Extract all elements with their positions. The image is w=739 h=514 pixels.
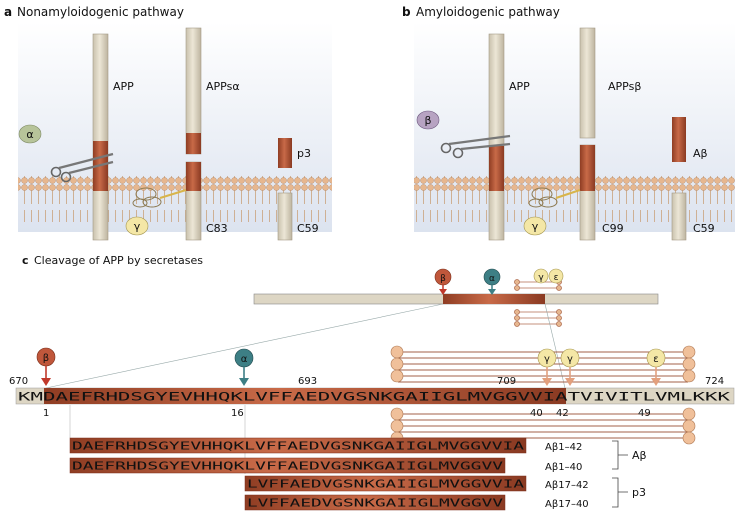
c59-fragment-b <box>671 192 687 241</box>
residue-1: 1 <box>43 408 49 419</box>
top-gamma-symbol: γ <box>538 273 544 283</box>
gamma-secretase-complex-icon <box>132 187 187 208</box>
c59-label-a: C59 <box>297 222 319 235</box>
peptide-abeta-17-40: LVFFAEDVGSNKGAIIGLMVGGVV <box>244 494 506 511</box>
peptide-abeta-1-42: DAEFRHDSGYEVHHQKLVFFAEDVGSNKGAIIGLMVGGVV… <box>69 437 527 454</box>
top-gamma-marker <box>533 268 549 284</box>
gamma-badge-symbol-a: γ <box>134 220 141 233</box>
appsa-fragment <box>185 27 202 155</box>
alpha-cleavage-marker <box>234 348 254 386</box>
top-beta-marker <box>434 268 452 295</box>
bracket-p3 <box>612 477 628 508</box>
scissors-icon <box>50 152 114 183</box>
residue-724: 724 <box>705 376 724 387</box>
gamma-cleavage-symbol-40: γ <box>544 354 550 365</box>
peptide-abeta-1-40: DAEFRHDSGYEVHHQKLVFFAEDVGSNKGAIIGLMVGGVV <box>69 457 506 474</box>
c83-fragment <box>185 161 202 241</box>
alpha-badge-symbol: α <box>26 128 33 141</box>
residue-42: 42 <box>556 408 569 419</box>
residue-49: 49 <box>638 408 651 419</box>
panel-c-title: Cleavage of APP by secretases <box>34 254 203 267</box>
gamma-cleavage-marker-40 <box>537 348 557 386</box>
beta-cleavage-symbol: β <box>43 353 49 364</box>
residue-670: 670 <box>9 376 28 387</box>
appsa-label: APPsα <box>206 80 240 93</box>
bracket-abeta <box>612 440 628 470</box>
app-label-b: APP <box>509 80 530 93</box>
gamma-badge-b <box>523 216 547 236</box>
panel-a: a Nonamyloidogenic pathway APP APPsα C83… <box>4 5 332 241</box>
appsb-fragment <box>579 27 596 139</box>
overview-membrane <box>514 279 562 327</box>
beta-secretase-badge <box>416 110 440 130</box>
main-sequence-text: KMDAEFRHDSGYEVHHQKLVFFAEDVGSNKGAIIGLMVGG… <box>18 391 730 404</box>
alpha-secretase-badge <box>18 124 42 144</box>
peptide-label-abeta-17-42: Aβ17–42 <box>545 480 589 491</box>
svg-text:DAEFRHDSGYEVHHQKLVFFAEDVGSNKGA: DAEFRHDSGYEVHHQKLVFFAEDVGSNKGAIIGLMVGGVV <box>72 461 504 473</box>
overview-bar <box>253 293 659 305</box>
app-label-a: APP <box>113 80 134 93</box>
residue-40: 40 <box>530 408 543 419</box>
appsb-label: APPsβ <box>608 80 641 93</box>
c59-label-b: C59 <box>693 222 715 235</box>
gamma-cleavage-marker-42 <box>560 348 580 386</box>
top-alpha-marker <box>483 268 501 295</box>
group-label-p3: p3 <box>632 486 646 499</box>
peptide-label-abeta-17-40: Aβ17–40 <box>545 499 589 510</box>
epsilon-cleavage-marker <box>646 348 666 386</box>
gamma-badge-symbol-b: γ <box>532 220 539 233</box>
svg-text:LVFFAEDVGSNKGAIIGLMVGGVV: LVFFAEDVGSNKGAIIGLMVGGVV <box>247 498 504 510</box>
zoom-guide-left <box>45 303 444 389</box>
group-label-abeta: Aβ <box>632 449 647 462</box>
beta-badge-symbol: β <box>424 114 431 127</box>
p3-label: p3 <box>297 147 311 160</box>
epsilon-cleavage-symbol: ε <box>653 354 658 365</box>
abeta-label: Aβ <box>693 147 708 160</box>
residue-693: 693 <box>298 376 317 387</box>
svg-text:DAEFRHDSGYEVHHQKLVFFAEDVGSNKGA: DAEFRHDSGYEVHHQKLVFFAEDVGSNKGAIIGLMVGGVV… <box>72 441 525 453</box>
p3-fragment <box>278 138 292 168</box>
panel-b: b Amyloidogenic pathway APP APPsβ C99 Aβ… <box>402 5 735 241</box>
c99-fragment <box>579 144 596 241</box>
gamma-cleavage-symbol-42: γ <box>567 354 573 365</box>
peptide-label-abeta-1-42: Aβ1–42 <box>545 442 582 453</box>
peptide-label-abeta-1-40: Aβ1–40 <box>545 462 582 473</box>
scissors-icon <box>440 134 511 159</box>
top-epsilon-symbol: ε <box>554 273 559 283</box>
svg-text:LVFFAEDVGSNKGAIIGLMVGGVVIA: LVFFAEDVGSNKGAIIGLMVGGVVIA <box>247 479 525 491</box>
gamma-badge-a <box>125 216 149 236</box>
panel-b-membrane <box>414 176 735 222</box>
c83-label: C83 <box>206 222 228 235</box>
c59-fragment-a <box>277 192 293 241</box>
panel-a-title: Nonamyloidogenic pathway <box>17 5 184 19</box>
panel-c-letter: c <box>22 254 29 267</box>
abeta-fragment <box>672 117 686 162</box>
panel-b-title: Amyloidogenic pathway <box>416 5 560 19</box>
main-sequence-bar-rust <box>44 388 566 404</box>
residue-16: 16 <box>231 408 244 419</box>
top-beta-symbol: β <box>440 274 446 284</box>
top-alpha-symbol: α <box>489 274 495 284</box>
zoom-guide-right <box>544 303 566 389</box>
c99-label: C99 <box>602 222 624 235</box>
alpha-cleavage-symbol: α <box>241 354 248 365</box>
top-epsilon-marker <box>548 268 564 284</box>
panel-c: c Cleavage of APP by secretases β <box>9 254 735 511</box>
app-protein-a <box>92 33 109 241</box>
panel-b-letter: b <box>402 5 411 19</box>
peptide-abeta-17-42: LVFFAEDVGSNKGAIIGLMVGGVVIA <box>244 475 527 492</box>
gamma-secretase-complex-icon <box>528 187 581 208</box>
residue-709: 709 <box>497 376 516 387</box>
beta-cleavage-marker <box>36 347 56 386</box>
panel-a-letter: a <box>4 5 12 19</box>
